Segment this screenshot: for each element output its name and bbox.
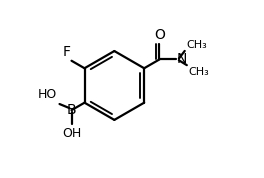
Text: CH₃: CH₃ [188,67,209,77]
Text: B: B [67,103,76,117]
Text: OH: OH [62,127,81,140]
Text: N: N [177,52,187,66]
Text: O: O [154,28,165,42]
Text: CH₃: CH₃ [186,40,207,49]
Text: F: F [63,45,71,59]
Text: HO: HO [37,88,57,101]
